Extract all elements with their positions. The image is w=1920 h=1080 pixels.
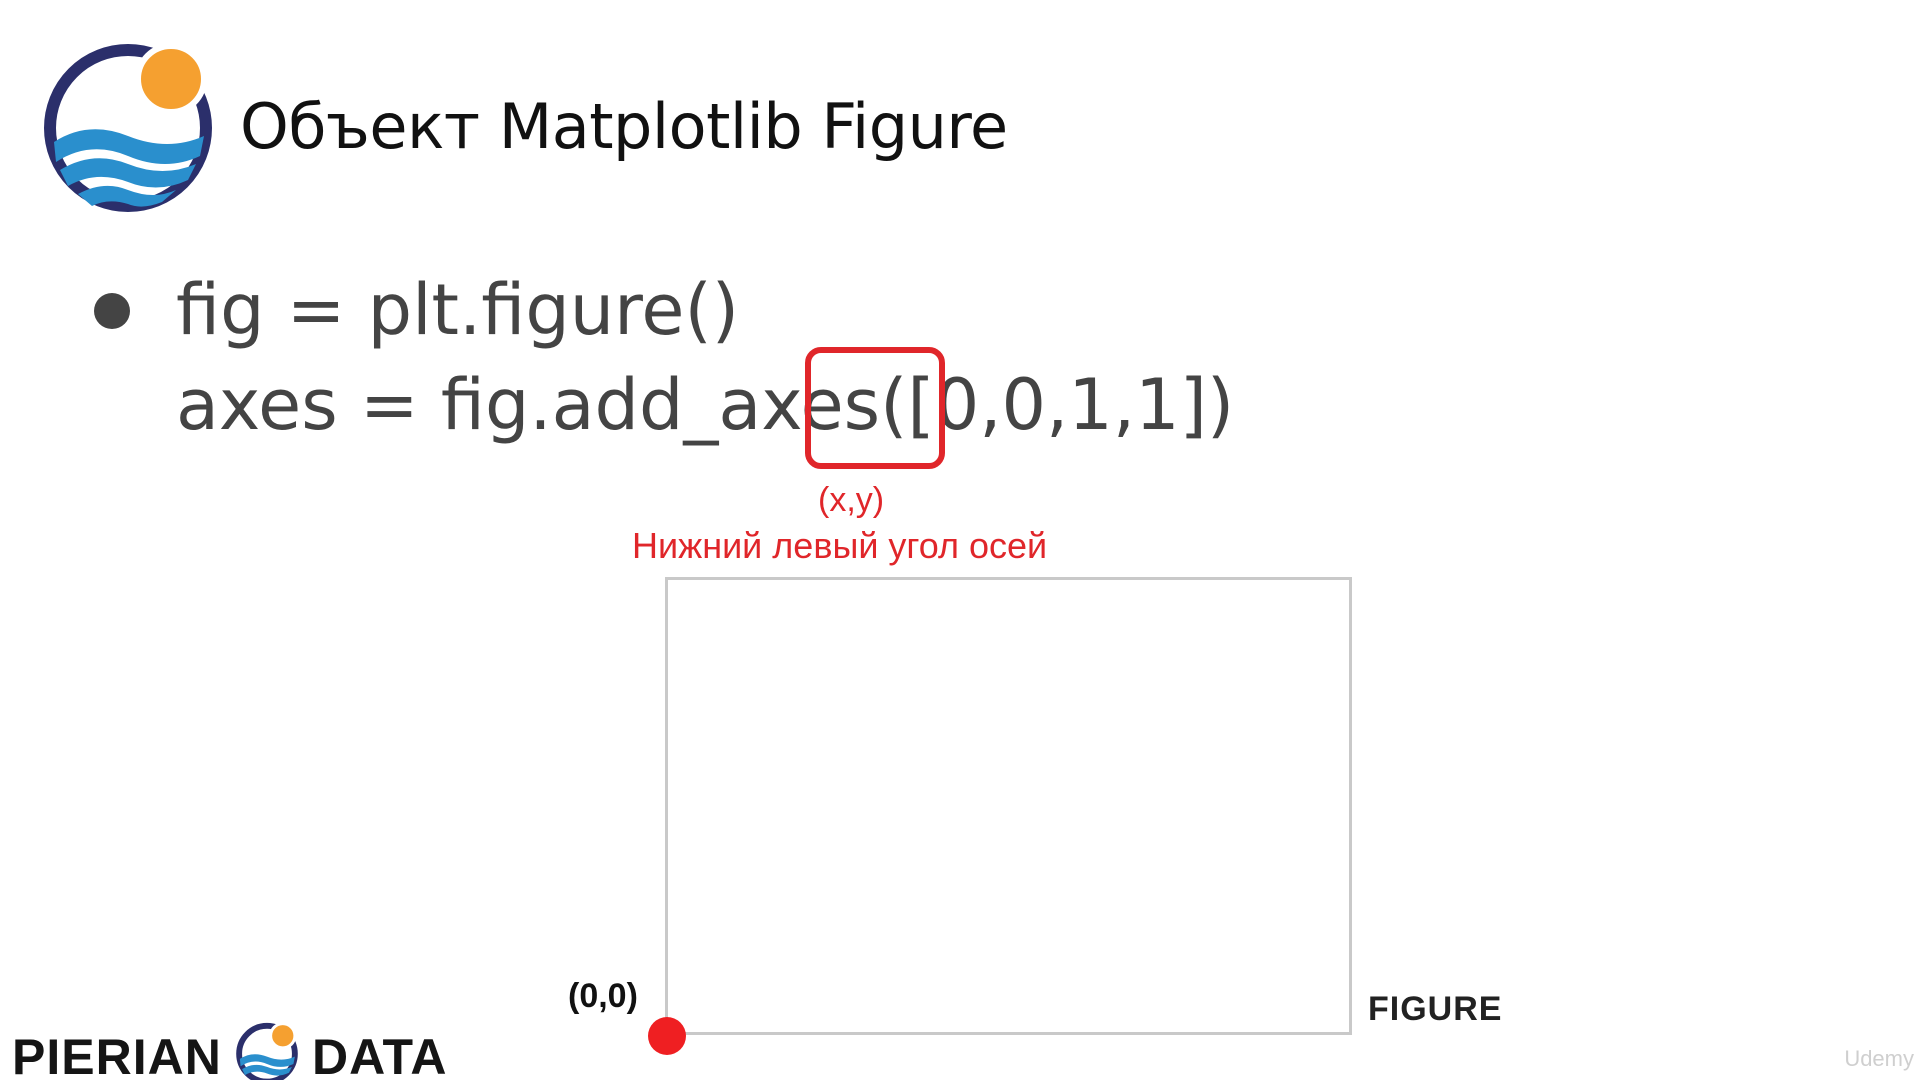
origin-label: (0,0) — [568, 977, 638, 1015]
brand-word-data: DATA — [312, 1029, 448, 1080]
brand-word-pierian: PIERIAN — [12, 1029, 222, 1080]
watermark: Udemy — [1844, 1046, 1914, 1071]
pierian-data-logo-icon — [44, 43, 212, 212]
bullet-dot — [94, 293, 130, 329]
code-line-add-axes: axes = fig.add_axes([0,0,1,1]) — [176, 364, 1235, 446]
corner-annotation: Нижний левый угол осей — [632, 525, 1048, 566]
origin-point — [648, 1017, 686, 1055]
highlight-box — [805, 347, 945, 469]
figure-label: FIGURE — [1368, 990, 1503, 1028]
xy-annotation: (x,y) — [818, 481, 885, 519]
code-line-figure: fig = plt.figure() — [176, 269, 740, 351]
figure-box — [665, 577, 1352, 1035]
pierian-data-logo-icon — [236, 1022, 298, 1080]
slide-title: Объект Matplotlib Figure — [240, 90, 1008, 163]
